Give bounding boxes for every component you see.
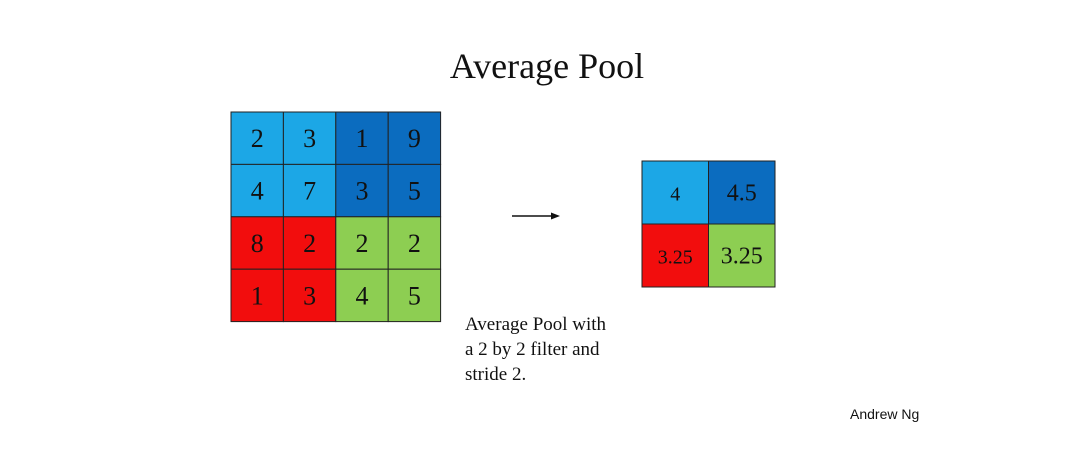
- input-cell: [230, 216, 284, 270]
- output-value: 3.25: [721, 244, 763, 270]
- input-value: 8: [251, 229, 264, 258]
- caption-line: stride 2.: [465, 364, 526, 385]
- input-value: 1: [356, 124, 369, 153]
- input-cell: [387, 216, 442, 270]
- input-cell: [335, 216, 389, 270]
- input-value: 4: [356, 281, 369, 310]
- input-cell: [230, 268, 284, 323]
- output-cell: [641, 223, 709, 288]
- input-value: 3: [303, 281, 316, 310]
- input-value: 2: [408, 229, 421, 258]
- arrow-head: [551, 212, 560, 220]
- caption-line: Average Pool with: [465, 314, 607, 335]
- input-value: 5: [408, 281, 421, 310]
- input-value: 3: [356, 177, 369, 206]
- author: Andrew Ng: [850, 406, 919, 422]
- input-value: 7: [303, 177, 316, 206]
- output-cell: [708, 160, 776, 225]
- output-value: 4: [670, 184, 680, 206]
- input-value: 2: [251, 124, 264, 153]
- input-cell: [335, 268, 389, 323]
- input-value: 9: [408, 124, 421, 153]
- input-cell: [387, 163, 442, 218]
- input-cell: [387, 268, 442, 323]
- input-value: 3: [303, 124, 316, 153]
- output-cell: [708, 223, 776, 288]
- output-value: 4.5: [727, 181, 757, 207]
- output-value: 3.25: [658, 247, 693, 269]
- input-cell: [387, 111, 442, 165]
- output-cell: [641, 160, 709, 225]
- input-value: 1: [251, 281, 264, 310]
- input-value: 2: [303, 229, 316, 258]
- input-value: 4: [251, 177, 264, 206]
- input-cell: [230, 163, 284, 218]
- title: Average Pool: [450, 46, 644, 86]
- input-cell: [335, 163, 389, 218]
- caption-line: a 2 by 2 filter and: [465, 339, 600, 360]
- input-cell: [230, 111, 284, 165]
- input-cell: [335, 111, 389, 165]
- arrow: [512, 212, 560, 220]
- input-value: 5: [408, 177, 421, 206]
- input-value: 2: [356, 229, 369, 258]
